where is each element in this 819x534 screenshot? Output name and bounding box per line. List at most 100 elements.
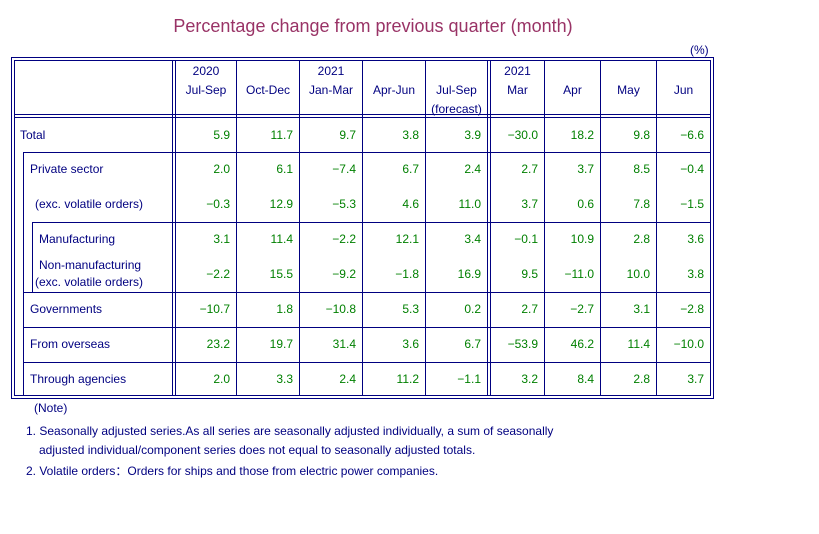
table-border-line (11, 57, 714, 58)
table-cell-value: 3.8 (402, 128, 419, 142)
table-cell-value: 3.7 (687, 372, 704, 386)
table-cell-value: 5.9 (213, 128, 230, 142)
table-border-line (362, 60, 363, 396)
table-cell-value: −1.5 (680, 197, 704, 211)
table-cell-value: −11.0 (564, 267, 594, 281)
table-cell-value: 11.7 (270, 128, 293, 142)
table-border-line (23, 362, 711, 363)
table-cell-value: 46.2 (570, 337, 594, 351)
column-header-line2: Jul-Sep (436, 83, 477, 97)
table-cell-value: −10.7 (199, 302, 230, 316)
table-cell-value: 0.2 (464, 302, 481, 316)
table-cell-value: −2.2 (206, 267, 230, 281)
table-border-line (656, 60, 657, 396)
table-cell-value: 2.4 (464, 162, 481, 176)
table-cell-value: 3.6 (402, 337, 419, 351)
column-header-line2: Mar (507, 83, 528, 97)
table-cell-value: −0.4 (680, 162, 704, 176)
column-header-line2: Jun (673, 83, 694, 97)
table-cell-value: 3.1 (213, 232, 230, 246)
table-cell-value: −1.8 (395, 267, 419, 281)
row-label: Total (20, 128, 46, 142)
column-header-line2: May (617, 83, 640, 97)
table-cell-value: 2.8 (633, 372, 650, 386)
table-cell-value: −2.7 (570, 302, 594, 316)
table-cell-value: 3.3 (276, 372, 293, 386)
table-border-line (710, 60, 711, 396)
table-cell-value: 2.0 (213, 372, 230, 386)
column-header-line1: 2020 (192, 64, 220, 78)
table-cell-value: 10.9 (570, 232, 594, 246)
table-cell-value: 12.1 (395, 232, 419, 246)
table-cell-value: 7.8 (633, 197, 650, 211)
table-border-line (172, 60, 173, 396)
table-cell-value: −0.1 (514, 232, 538, 246)
table-cell-value: 9.8 (633, 128, 650, 142)
table-border-line (487, 60, 488, 396)
row-label: Non-manufacturing (39, 258, 142, 272)
note-2: 2. Volatile orders：Orders for ships and … (26, 464, 439, 478)
table-border-line (490, 60, 491, 396)
note-1-line-2: adjusted individual/component series doe… (39, 443, 476, 457)
note-heading: (Note) (34, 401, 68, 415)
table-cell-value: 2.7 (521, 162, 538, 176)
table-border-line (23, 152, 711, 153)
table-border-line (600, 60, 601, 396)
table-cell-value: −30.0 (507, 128, 538, 142)
table-border-line (299, 60, 300, 396)
row-label: Through agencies (30, 372, 127, 386)
table-cell-value: 19.7 (269, 337, 293, 351)
table-cell-value: 3.2 (521, 372, 538, 386)
table-cell-value: −10.0 (673, 337, 704, 351)
table-cell-value: 4.6 (402, 197, 419, 211)
table-cell-value: 2.7 (521, 302, 538, 316)
table-cell-value: 18.2 (570, 128, 594, 142)
unit-label: (%) (690, 43, 709, 57)
table-border-line (11, 57, 12, 399)
note-1-line-1: 1. Seasonally adjusted series.As all ser… (26, 424, 554, 438)
table-cell-value: 23.2 (206, 337, 230, 351)
table-cell-value: −6.6 (680, 128, 704, 142)
table-cell-value: 12.9 (269, 197, 293, 211)
column-header-line1: 2021 (317, 64, 345, 78)
column-header-line2: Apr-Jun (372, 83, 416, 97)
table-cell-value: 1.8 (276, 302, 293, 316)
table-cell-value: 3.4 (464, 232, 481, 246)
table-border-line (175, 60, 176, 396)
table-cell-value: 31.4 (332, 337, 356, 351)
table-cell-value: 16.9 (457, 267, 481, 281)
column-header-line2: Jan-Mar (308, 83, 353, 97)
table-border-line (713, 57, 714, 399)
table-border-line (14, 60, 15, 396)
table-cell-value: 3.7 (521, 197, 538, 211)
table-cell-value: −9.2 (332, 267, 356, 281)
row-label: (exc. volatile orders) (35, 197, 144, 211)
table-cell-value: −0.3 (206, 197, 230, 211)
table-border-line (32, 222, 711, 223)
row-label: From overseas (30, 337, 111, 351)
table-cell-value: 6.7 (464, 337, 481, 351)
table-cell-value: 3.9 (464, 128, 481, 142)
table-border-line (23, 327, 711, 328)
table-border-line (23, 152, 24, 396)
column-header-line1: 2021 (504, 64, 531, 78)
table-cell-value: 3.7 (577, 162, 594, 176)
table-cell-value: −53.9 (507, 337, 538, 351)
column-header-line2: Jul-Sep (185, 83, 227, 97)
table-cell-value: 6.1 (276, 162, 293, 176)
table-cell-value: 10.0 (626, 267, 650, 281)
table-cell-value: 15.5 (269, 267, 293, 281)
table-cell-value: 11.4 (627, 337, 650, 351)
table-cell-value: −7.4 (332, 162, 356, 176)
row-label: Manufacturing (39, 232, 116, 246)
table-cell-value: 11.0 (458, 197, 481, 211)
table-border-line (544, 60, 545, 396)
table-cell-value: 0.6 (577, 197, 594, 211)
table-cell-value: 3.1 (633, 302, 650, 316)
table-border-line (11, 398, 714, 399)
table-cell-value: −2.8 (680, 302, 704, 316)
table-title: Percentage change from previous quarter … (173, 16, 573, 36)
table-border-line (425, 60, 426, 396)
column-header-line2: Apr (563, 83, 582, 97)
